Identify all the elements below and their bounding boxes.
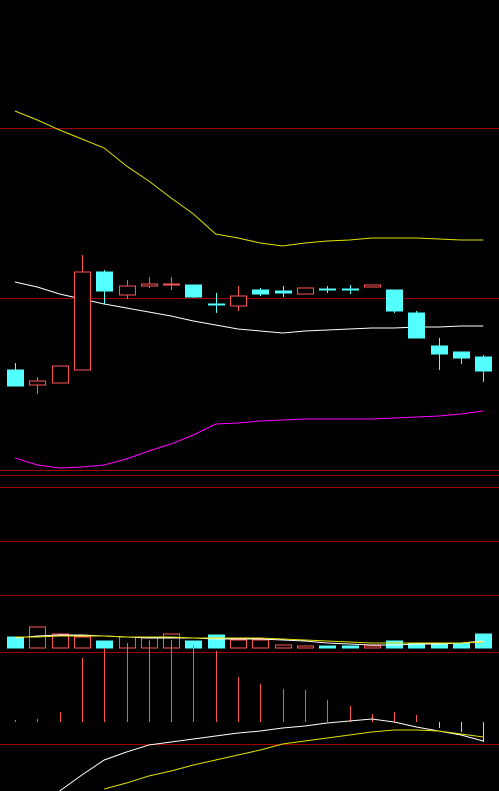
indicator-line [14, 110, 484, 247]
candle-body [29, 380, 46, 386]
indicator-line [59, 718, 484, 791]
volume-bar [453, 642, 470, 649]
candle-body [252, 289, 269, 295]
volume-bar [96, 640, 113, 649]
candle-body [408, 312, 425, 339]
candle-body [119, 285, 136, 296]
candle-body [163, 283, 180, 286]
candle-body [7, 369, 24, 387]
volume-bar [230, 639, 247, 649]
candle-body [74, 271, 91, 371]
candle-body [230, 295, 247, 307]
candle-body [275, 290, 292, 294]
candle-body [52, 365, 69, 384]
candle-body [431, 345, 448, 355]
candle-body [297, 287, 314, 295]
volume-bar [252, 639, 269, 649]
volume-bar [275, 644, 292, 649]
candle-body [141, 283, 158, 287]
candle-body [453, 351, 470, 359]
candle-body [342, 288, 359, 291]
indicator-line [15, 635, 484, 644]
candle-body [386, 289, 403, 312]
volume-bar [74, 636, 91, 649]
indicator-line [14, 281, 484, 334]
candle-body [319, 288, 336, 291]
volume-bar [297, 645, 314, 649]
volume-bar [52, 633, 69, 649]
volume-bar [475, 633, 492, 649]
volume-bar [319, 645, 336, 649]
candle-body [96, 271, 113, 292]
volume-bar [342, 645, 359, 649]
indicator-line [14, 410, 484, 469]
candle-body [364, 284, 381, 288]
volume-bar [208, 634, 225, 649]
volume-bar [364, 645, 381, 649]
volume-bar [7, 636, 24, 649]
candle-body [475, 356, 492, 372]
candle-body [208, 303, 225, 306]
indicator-line [104, 729, 484, 790]
candle-body [185, 284, 202, 298]
